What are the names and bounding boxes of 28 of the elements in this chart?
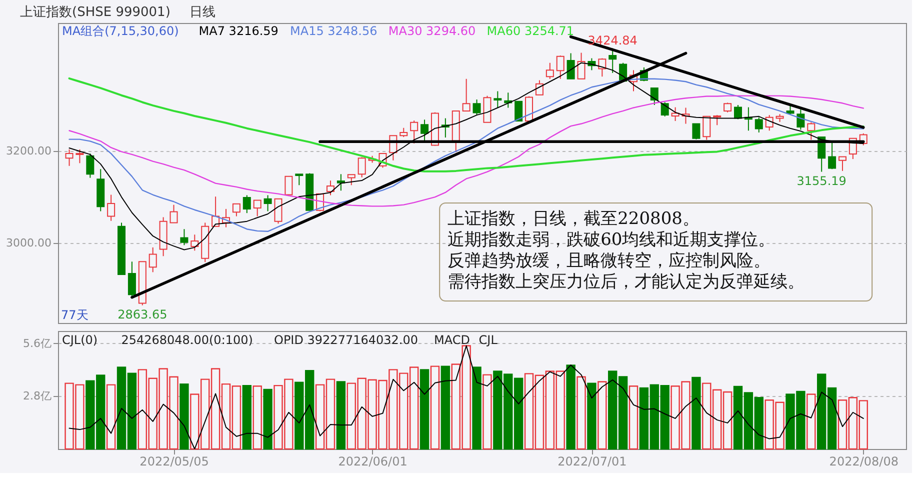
y-tick-label: 3000.00 xyxy=(6,236,52,250)
text: MA30 3294.60 xyxy=(388,24,476,38)
annotation: CJL xyxy=(478,333,498,347)
annotation: 3424.84 xyxy=(588,33,638,48)
annotation: 3155.19 xyxy=(796,174,846,188)
chart-subtitle: 日线 xyxy=(189,5,216,20)
annotation: 2863.65 xyxy=(118,307,168,322)
annotation: OPID 392277164032.00 xyxy=(274,333,418,347)
annotation: CJL(0) xyxy=(62,333,98,347)
y-tick-label: 2.8亿 xyxy=(23,390,52,403)
text: MA7 3216.59 xyxy=(198,24,278,38)
annotation: 需待指数上突压力位后，才能认定为反弹延续。 xyxy=(448,272,805,292)
chart-title: 上证指数(SHSE 999001) xyxy=(20,5,170,20)
annotation: 77天 xyxy=(61,308,88,322)
annotation: MACD xyxy=(434,333,470,347)
x-tick-label: 2022/08/08 xyxy=(829,454,898,468)
y-tick-label: 3200.00 xyxy=(6,144,52,158)
text: MA60 3254.71 xyxy=(486,24,574,38)
annotation: 近期指数走弱，跌破60均线和近期支撑位。 xyxy=(448,230,776,250)
annotation: 上证指数，日线，截至220808。 xyxy=(448,209,700,229)
annotation: 254268048.00(0:100) xyxy=(121,333,253,347)
annotation: 反弹趋势放缓，且略微转空，应控制风险。 xyxy=(448,251,771,271)
legend-title: MA组合(7,15,30,60) xyxy=(62,24,179,38)
text: MA15 3248.56 xyxy=(290,24,378,38)
x-tick-label: 2022/07/01 xyxy=(558,454,627,468)
x-tick-label: 2022/06/01 xyxy=(338,454,408,468)
x-tick-label: 2022/05/05 xyxy=(140,454,209,468)
y-tick-label: 5.6亿 xyxy=(23,336,52,350)
